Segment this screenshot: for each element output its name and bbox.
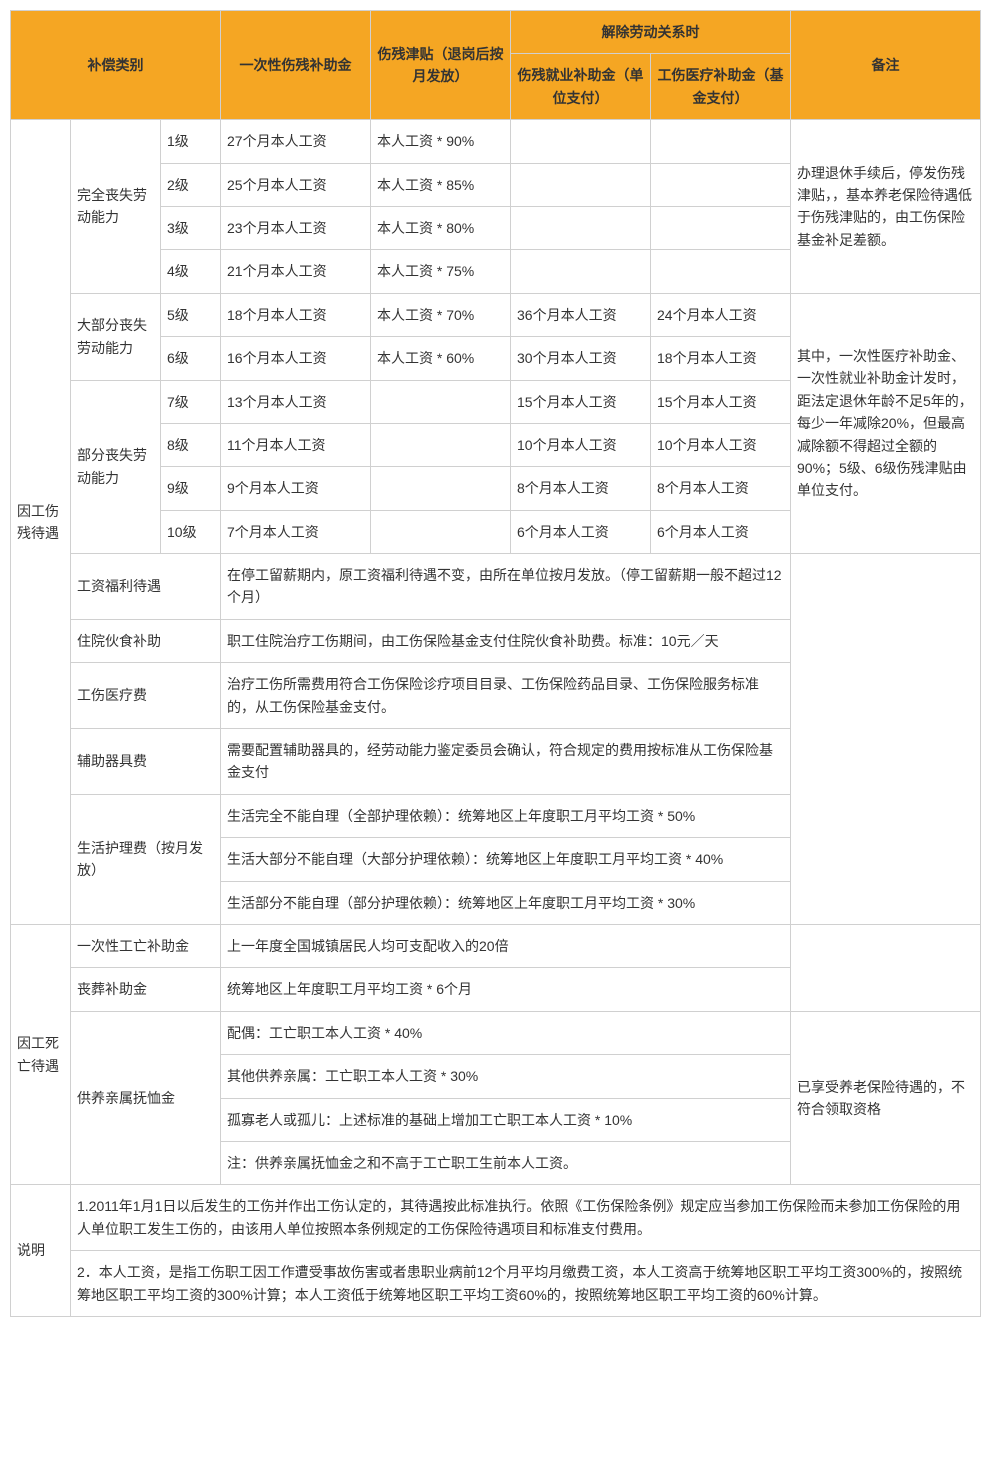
l5-emp: 36个月本人工资 [511,293,651,336]
l2-emp [511,163,651,206]
explain-1: 1.2011年1月1日以后发生的工伤并作出工伤认定的，其待遇按此标准执行。依照《… [71,1185,981,1251]
l4-lump: 21个月本人工资 [221,250,371,293]
header-remarks: 备注 [791,11,981,120]
l1-lump: 27个月本人工资 [221,120,371,163]
empty-note-2 [791,924,981,1011]
l9-fund: 8个月本人工资 [651,467,791,510]
level-4: 4级 [161,250,221,293]
level-2: 2级 [161,163,221,206]
l8-fund: 10个月本人工资 [651,423,791,466]
care-part: 生活部分不能自理（部分护理依赖）：统筹地区上年度职工月平均工资 * 30% [221,881,791,924]
l7-fund: 15个月本人工资 [651,380,791,423]
level-5: 5级 [161,293,221,336]
welfare-label: 工资福利待遇 [71,554,221,620]
l8-lump: 11个月本人工资 [221,423,371,466]
level-3: 3级 [161,206,221,249]
dependent-note: 注：供养亲属抚恤金之和不高于工亡职工生前本人工资。 [221,1141,791,1184]
header-med-subsidy: 工伤医疗补助金（基金支付） [651,54,791,120]
loss-full: 完全丧失劳动能力 [71,120,161,294]
l6-lump: 16个月本人工资 [221,337,371,380]
level-10: 10级 [161,510,221,553]
l10-fund: 6个月本人工资 [651,510,791,553]
l1-fund [651,120,791,163]
explain-2: 2．本人工资，是指工伤职工因工作遭受事故伤害或者患职业病前12个月平均月缴费工资… [71,1251,981,1317]
l8-allow [371,423,511,466]
dependent-spouse: 配偶：工亡职工本人工资 * 40% [221,1011,791,1054]
l2-lump: 25个月本人工资 [221,163,371,206]
level-7: 7级 [161,380,221,423]
header-allowance: 伤残津贴（退岗后按月发放） [371,11,511,120]
l2-fund [651,163,791,206]
dependent-orphan: 孤寡老人或孤儿：上述标准的基础上增加工亡职工本人工资 * 10% [221,1098,791,1141]
assist-fee-label: 辅助器具费 [71,729,221,795]
empty-note [791,554,981,925]
death-lump-label: 一次性工亡补助金 [71,924,221,967]
care-full: 生活完全不能自理（全部护理依赖）：统筹地区上年度职工月平均工资 * 50% [221,794,791,837]
l1-emp [511,120,651,163]
medical-fee-text: 治疗工伤所需费用符合工伤保险诊疗项目目录、工伤保险药品目录、工伤保险服务标准的，… [221,663,791,729]
dependent-other: 其他供养亲属：工亡职工本人工资 * 30% [221,1055,791,1098]
medical-fee-label: 工伤医疗费 [71,663,221,729]
hospital-food-text: 职工住院治疗工伤期间，由工伤保险基金支付住院伙食补助费。标准：10元／天 [221,619,791,662]
l10-allow [371,510,511,553]
l3-emp [511,206,651,249]
l2-allow: 本人工资 * 85% [371,163,511,206]
funeral-text: 统筹地区上年度职工月平均工资 * 6个月 [221,968,791,1011]
welfare-text: 在停工留薪期内，原工资福利待遇不变，由所在单位按月发放。（停工留薪期一般不超过1… [221,554,791,620]
l7-allow [371,380,511,423]
l9-lump: 9个月本人工资 [221,467,371,510]
header-lump-sum: 一次性伤残补助金 [221,11,371,120]
hospital-food-label: 住院伙食补助 [71,619,221,662]
header-category: 补偿类别 [11,11,221,120]
l7-lump: 13个月本人工资 [221,380,371,423]
level-1: 1级 [161,120,221,163]
compensation-table: 补偿类别 一次性伤残补助金 伤残津贴（退岗后按月发放） 解除劳动关系时 备注 伤… [10,10,981,1317]
header-termination: 解除劳动关系时 [511,11,791,54]
l3-allow: 本人工资 * 80% [371,206,511,249]
l8-emp: 10个月本人工资 [511,423,651,466]
death-lump-text: 上一年度全国城镇居民人均可支配收入的20倍 [221,924,791,967]
level-6: 6级 [161,337,221,380]
level-8: 8级 [161,423,221,466]
cat-death: 因工死亡待遇 [11,924,71,1184]
l7-emp: 15个月本人工资 [511,380,651,423]
care-most: 生活大部分不能自理（大部分护理依赖）：统筹地区上年度职工月平均工资 * 40% [221,838,791,881]
l6-allow: 本人工资 * 60% [371,337,511,380]
l5-allow: 本人工资 * 70% [371,293,511,336]
loss-most: 大部分丧失劳动能力 [71,293,161,380]
l4-allow: 本人工资 * 75% [371,250,511,293]
l3-lump: 23个月本人工资 [221,206,371,249]
l9-emp: 8个月本人工资 [511,467,651,510]
l10-lump: 7个月本人工资 [221,510,371,553]
cat-desc: 说明 [11,1185,71,1317]
note-5-10: 其中，一次性医疗补助金、一次性就业补助金计发时，距法定退休年龄不足5年的，每少一… [791,293,981,553]
l5-lump: 18个月本人工资 [221,293,371,336]
l9-allow [371,467,511,510]
l6-emp: 30个月本人工资 [511,337,651,380]
header-emp-subsidy: 伤残就业补助金（单位支付） [511,54,651,120]
l10-emp: 6个月本人工资 [511,510,651,553]
cat-injury: 因工伤残待遇 [11,120,71,925]
l3-fund [651,206,791,249]
dependent-remark: 已享受养老保险待遇的，不符合领取资格 [791,1011,981,1185]
l4-emp [511,250,651,293]
loss-part: 部分丧失劳动能力 [71,380,161,554]
l5-fund: 24个月本人工资 [651,293,791,336]
l4-fund [651,250,791,293]
note-1-4: 办理退休手续后，停发伤残津贴，，基本养老保险待遇低于伤残津贴的，由工伤保险基金补… [791,120,981,294]
care-fee-label: 生活护理费（按月发放） [71,794,221,924]
l6-fund: 18个月本人工资 [651,337,791,380]
funeral-label: 丧葬补助金 [71,968,221,1011]
dependent-label: 供养亲属抚恤金 [71,1011,221,1185]
assist-fee-text: 需要配置辅助器具的，经劳动能力鉴定委员会确认，符合规定的费用按标准从工伤保险基金… [221,729,791,795]
l1-allow: 本人工资 * 90% [371,120,511,163]
level-9: 9级 [161,467,221,510]
